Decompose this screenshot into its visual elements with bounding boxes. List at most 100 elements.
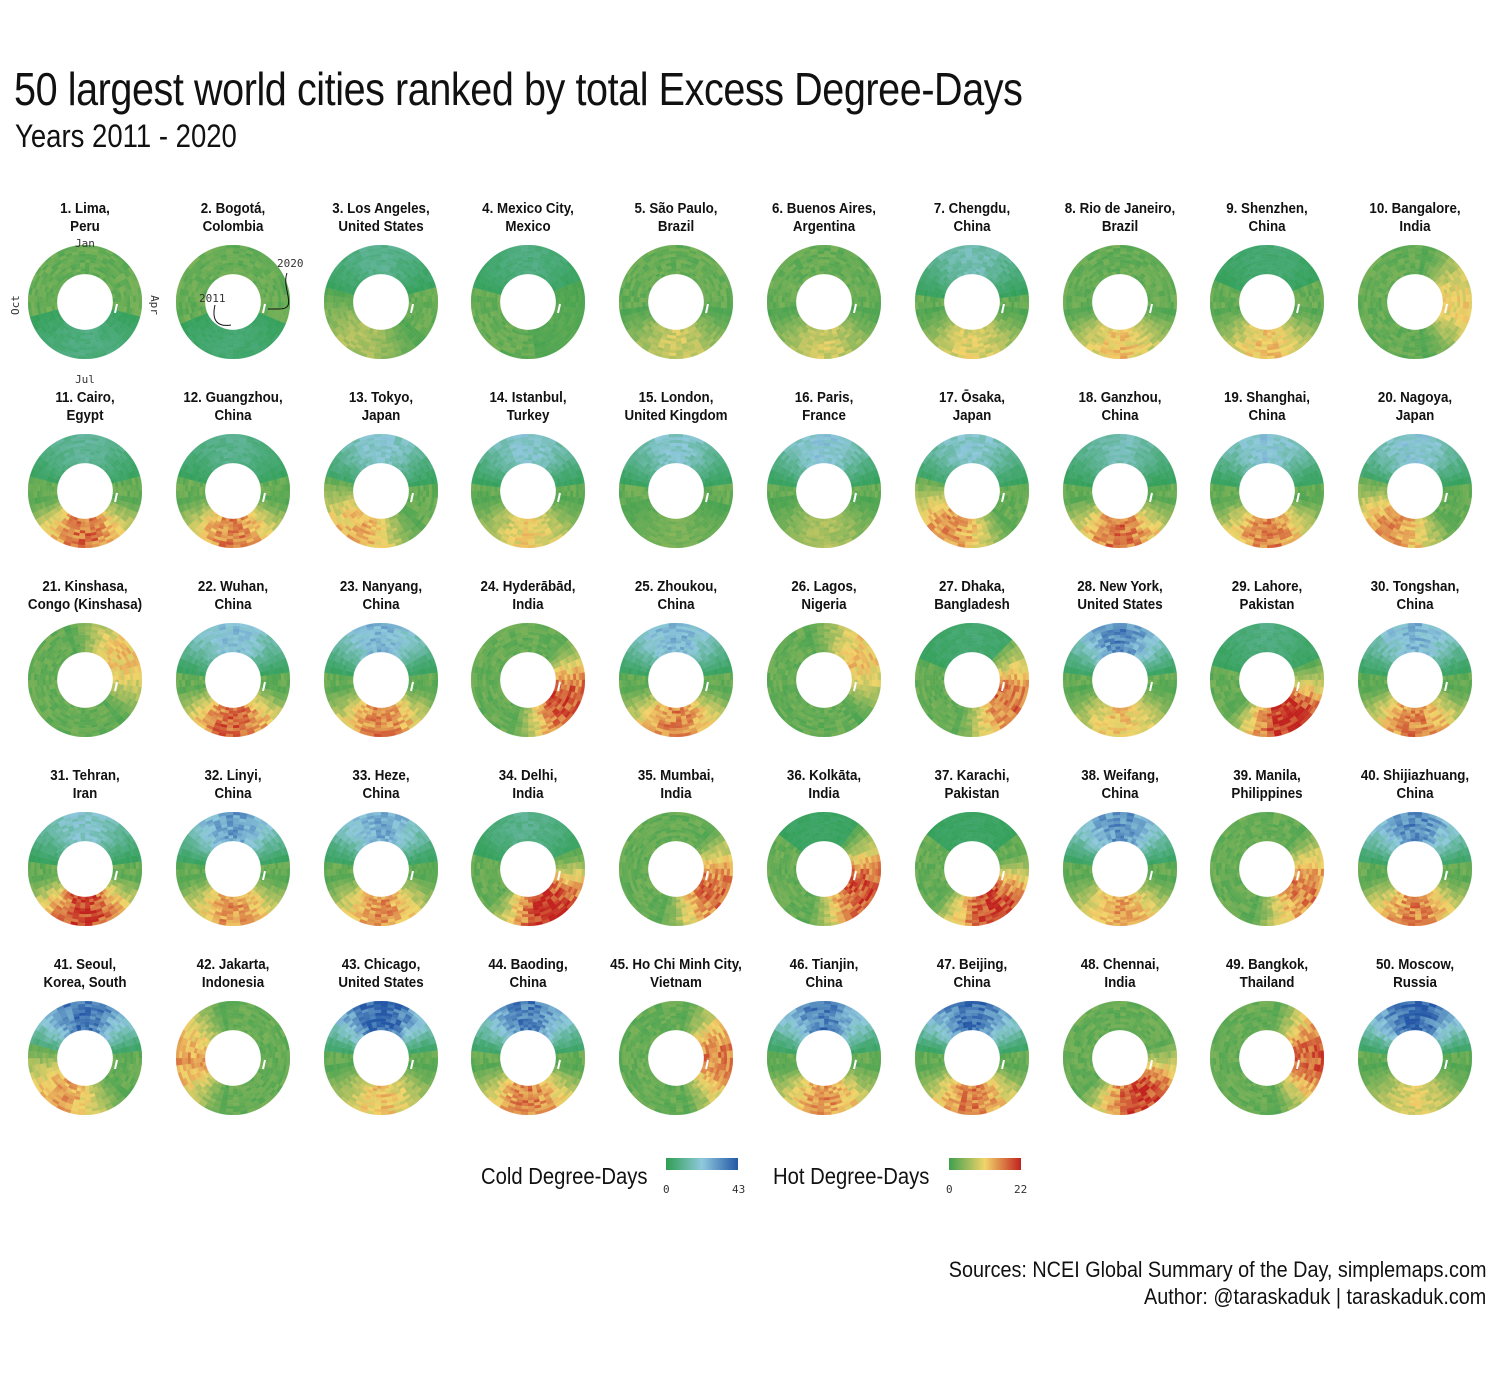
heat-cell [1112, 352, 1120, 357]
heat-cell [967, 268, 972, 272]
heat-cell [522, 256, 529, 261]
heat-cell [818, 338, 825, 342]
heat-cell [564, 301, 569, 308]
heat-cell [823, 352, 832, 357]
heat-cell [380, 259, 387, 263]
heat-cell [965, 253, 972, 258]
heat-cell [1119, 329, 1124, 334]
heat-cell [1002, 297, 1006, 303]
heat-cell [494, 297, 498, 303]
heat-cell [971, 253, 979, 258]
heat-cell [1315, 295, 1319, 303]
city-country: Argentina [747, 218, 902, 236]
heat-cell [639, 297, 643, 303]
heat-cell [823, 332, 829, 336]
heat-cell [676, 352, 684, 357]
heat-cell [521, 346, 529, 351]
heat-cell [971, 265, 977, 269]
heat-cell [1415, 253, 1422, 258]
heat-cell [1465, 294, 1470, 303]
heat-cell [1415, 245, 1423, 249]
city-ring-heatmap [28, 245, 142, 359]
heat-cell [1113, 343, 1120, 348]
heat-cell [523, 332, 529, 336]
heat-cell [816, 247, 825, 252]
heat-cell [965, 343, 972, 348]
heat-cell [373, 247, 381, 252]
heat-cell [1415, 349, 1423, 354]
heat-cell [374, 253, 381, 258]
heat-cell [874, 301, 879, 310]
heat-cell [1415, 247, 1423, 252]
heat-cell [373, 352, 381, 357]
heat-cell [669, 346, 677, 351]
heat-cell [477, 301, 481, 309]
heat-cell [1005, 301, 1009, 307]
heat-cell [1408, 250, 1416, 255]
heat-cell [1262, 338, 1268, 342]
heat-cell [528, 346, 535, 351]
heat-cell [964, 247, 972, 252]
heat-cell [1119, 250, 1127, 255]
heat-cell [1025, 301, 1029, 310]
heat-cell [380, 346, 388, 351]
heat-cell [528, 341, 535, 345]
heat-cell [781, 301, 785, 308]
heat-cell [225, 245, 233, 249]
heat-cell [1415, 259, 1421, 263]
heat-cell [1119, 247, 1127, 252]
heat-cell [636, 296, 640, 303]
heat-cell [1315, 301, 1319, 309]
heat-cell [573, 301, 577, 309]
city-ring-heatmap [175, 245, 290, 359]
heat-cell [1366, 295, 1371, 303]
heat-cell [326, 301, 331, 310]
heat-cell [823, 247, 832, 252]
heat-cell [425, 301, 430, 309]
heat-cell [676, 265, 682, 269]
city-name: 3. Los Angeles, [303, 200, 458, 218]
heat-cell [706, 297, 711, 303]
heat-cell [1071, 301, 1075, 309]
heat-cell [1119, 259, 1126, 263]
heat-cell [1267, 338, 1273, 342]
heat-cell [1263, 329, 1268, 334]
heat-cell [823, 262, 830, 266]
heat-cell [1378, 301, 1382, 307]
heat-cell [1113, 341, 1120, 345]
heat-cell [857, 297, 861, 303]
heat-cell [477, 295, 481, 303]
heat-cell [329, 301, 333, 309]
city-label: 1. Lima, Peru [8, 200, 163, 236]
heat-cell [940, 297, 945, 303]
heat-cell [971, 341, 978, 345]
heat-cell [380, 332, 386, 336]
heat-cell [323, 294, 328, 303]
heat-cell [1236, 297, 1240, 303]
chart-title: 50 largest world cities ranked by total … [14, 62, 1023, 116]
heat-cell [914, 301, 919, 310]
heat-cell [485, 296, 490, 303]
heat-cell [1451, 296, 1455, 303]
heat-cell [1300, 301, 1305, 307]
year-start-marker [705, 303, 710, 314]
heat-cell [1294, 297, 1299, 303]
heat-cell [729, 301, 734, 310]
heat-cell [1119, 265, 1125, 269]
heat-cell [84, 521, 90, 525]
heat-cell [1409, 338, 1416, 342]
heat-cell [775, 301, 780, 309]
heat-cell [1320, 294, 1325, 303]
heat-cell [479, 301, 484, 309]
heat-cell [1260, 247, 1268, 252]
heat-cell [528, 256, 535, 261]
heat-cell [703, 301, 708, 307]
heat-cell [80, 459, 86, 464]
heat-cell [769, 301, 774, 310]
heat-cell [630, 295, 635, 303]
city-label: 4. Mexico City, Mexico [451, 200, 606, 236]
city-panel: 1. Lima, Peru Jan Apr Jul Oct [11, 197, 159, 386]
heat-cell [1309, 301, 1313, 309]
heat-cell [1372, 301, 1377, 308]
heat-cell [671, 265, 677, 269]
